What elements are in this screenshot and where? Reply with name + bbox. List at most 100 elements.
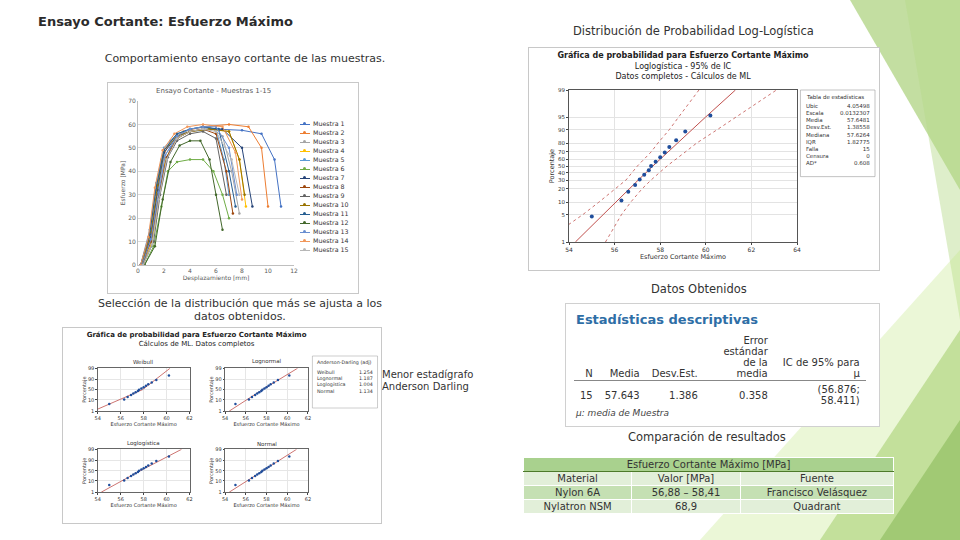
svg-text:Tabla de estadísticas: Tabla de estadísticas	[806, 94, 864, 100]
svg-text:1: 1	[91, 489, 94, 495]
svg-text:Esfuerzo Cortante Máximo: Esfuerzo Cortante Máximo	[111, 502, 177, 508]
svg-text:8: 8	[240, 267, 244, 274]
svg-text:Porcentaje: Porcentaje	[208, 376, 215, 402]
svg-text:30: 30	[128, 191, 136, 198]
svg-text:54: 54	[565, 246, 573, 253]
svg-text:UbicEscalaMediaDesv.Est.Median: UbicEscalaMediaDesv.Est.MedianaIQRFallaC…	[806, 103, 832, 166]
svg-text:10: 10	[88, 397, 94, 403]
svg-text:1: 1	[218, 489, 221, 495]
svg-text:60: 60	[128, 121, 136, 128]
svg-text:5: 5	[561, 212, 565, 218]
svg-text:60: 60	[163, 496, 169, 502]
svg-text:62: 62	[305, 415, 311, 421]
svg-text:50: 50	[215, 468, 221, 474]
svg-text:62: 62	[305, 496, 311, 502]
svg-text:54: 54	[222, 496, 228, 502]
svg-text:58: 58	[263, 496, 269, 502]
svg-text:Esfuerzo [MPa]: Esfuerzo [MPa]	[119, 161, 126, 206]
svg-text:80: 80	[558, 140, 565, 146]
svg-text:54: 54	[222, 415, 228, 421]
svg-text:Porcentaje: Porcentaje	[81, 376, 88, 402]
svg-text:Gráfica de probabilidad para E: Gráfica de probabilidad para Esfuerzo Co…	[87, 331, 307, 348]
svg-text:56: 56	[118, 415, 124, 421]
svg-text:4: 4	[188, 267, 192, 274]
svg-text:90: 90	[215, 457, 221, 463]
svg-text:99: 99	[215, 446, 221, 452]
svg-text:0: 0	[132, 261, 136, 268]
svg-text:99: 99	[88, 365, 94, 371]
svg-text:60: 60	[702, 246, 710, 253]
svg-text:Esfuerzo Cortante Máximo: Esfuerzo Cortante Máximo	[233, 502, 299, 508]
svg-text:12: 12	[290, 267, 298, 274]
svg-text:40: 40	[128, 167, 136, 174]
svg-text:10: 10	[88, 478, 94, 484]
svg-text:Loglogística: Loglogística	[127, 440, 160, 447]
svg-text:58: 58	[656, 246, 664, 253]
svg-text:50: 50	[558, 163, 565, 169]
svg-text:Normal: Normal	[257, 441, 277, 447]
svg-text:54: 54	[95, 496, 101, 502]
svg-text:1: 1	[218, 408, 221, 414]
svg-text:50: 50	[215, 386, 221, 392]
svg-text:4.054980.013230757.64811.38558: 4.054980.013230757.64811.3855857.62641.8…	[840, 103, 870, 166]
html-text:Error estándar de la media: Error estándar de la media	[723, 335, 768, 379]
svg-text:50: 50	[128, 144, 136, 151]
svg-text:40: 40	[558, 170, 565, 176]
svg-text:90: 90	[215, 376, 221, 382]
svg-text:10: 10	[128, 238, 136, 245]
svg-text:62: 62	[748, 246, 756, 253]
svg-text:60: 60	[163, 415, 169, 421]
svg-text:10: 10	[558, 199, 565, 205]
svg-text:56: 56	[243, 415, 249, 421]
svg-text:30: 30	[558, 177, 565, 183]
svg-text:64: 64	[793, 246, 801, 253]
svg-text:10: 10	[215, 397, 221, 403]
svg-text:10: 10	[215, 478, 221, 484]
svg-text:60: 60	[558, 156, 565, 162]
svg-text:2: 2	[162, 267, 166, 274]
svg-text:Weibull: Weibull	[133, 359, 154, 365]
svg-text:70: 70	[128, 97, 136, 104]
svg-text:99: 99	[88, 446, 94, 452]
svg-text:62: 62	[186, 415, 192, 421]
svg-text:Ensayo Cortante - Muestras 1-1: Ensayo Cortante - Muestras 1-15	[156, 87, 271, 95]
svg-text:60: 60	[284, 496, 290, 502]
svg-text:1: 1	[91, 408, 94, 414]
svg-text:20: 20	[128, 214, 136, 221]
svg-text:50: 50	[88, 386, 94, 392]
svg-text:58: 58	[140, 415, 146, 421]
svg-text:Esfuerzo Cortante Máximo: Esfuerzo Cortante Máximo	[640, 253, 726, 261]
svg-text:Esfuerzo Cortante Máximo: Esfuerzo Cortante Máximo	[111, 421, 177, 427]
svg-text:54: 54	[95, 415, 101, 421]
svg-text:Gráfica de probabilidad para E: Gráfica de probabilidad para Esfuerzo Co…	[557, 51, 809, 81]
svg-text:1.2541.1871.0041.134: 1.2541.1871.0041.134	[359, 370, 373, 394]
svg-text:50: 50	[88, 468, 94, 474]
svg-text:20: 20	[558, 186, 565, 192]
svg-text:56: 56	[611, 246, 619, 253]
svg-text:90: 90	[558, 127, 565, 133]
svg-text:56: 56	[118, 496, 124, 502]
svg-text:60: 60	[284, 415, 290, 421]
svg-text:Lognormal: Lognormal	[252, 358, 282, 365]
svg-text:58: 58	[140, 496, 146, 502]
svg-text:70: 70	[558, 149, 565, 155]
svg-text:90: 90	[88, 376, 94, 382]
svg-text:1: 1	[561, 239, 565, 245]
svg-text:WeibullLognormalLoglogísticaNo: WeibullLognormalLoglogísticaNormal	[317, 370, 346, 394]
svg-text:Porcentaje: Porcentaje	[81, 458, 88, 484]
svg-text:Desplazamiento [mm]: Desplazamiento [mm]	[183, 274, 250, 282]
svg-text:10: 10	[264, 267, 272, 274]
svg-text:58: 58	[263, 415, 269, 421]
svg-text:90: 90	[88, 457, 94, 463]
svg-text:6: 6	[214, 267, 218, 274]
svg-text:0: 0	[136, 267, 140, 274]
svg-text:99: 99	[558, 87, 565, 93]
svg-text:Esfuerzo Cortante Máximo: Esfuerzo Cortante Máximo	[233, 421, 299, 427]
svg-text:Anderson-Darling (adj): Anderson-Darling (adj)	[317, 360, 372, 365]
svg-text:Porcentaje: Porcentaje	[548, 149, 556, 183]
svg-text:99: 99	[215, 365, 221, 371]
svg-text:Porcentaje: Porcentaje	[208, 458, 215, 484]
svg-text:62: 62	[186, 496, 192, 502]
svg-text:95: 95	[558, 114, 565, 120]
svg-text:56: 56	[243, 496, 249, 502]
